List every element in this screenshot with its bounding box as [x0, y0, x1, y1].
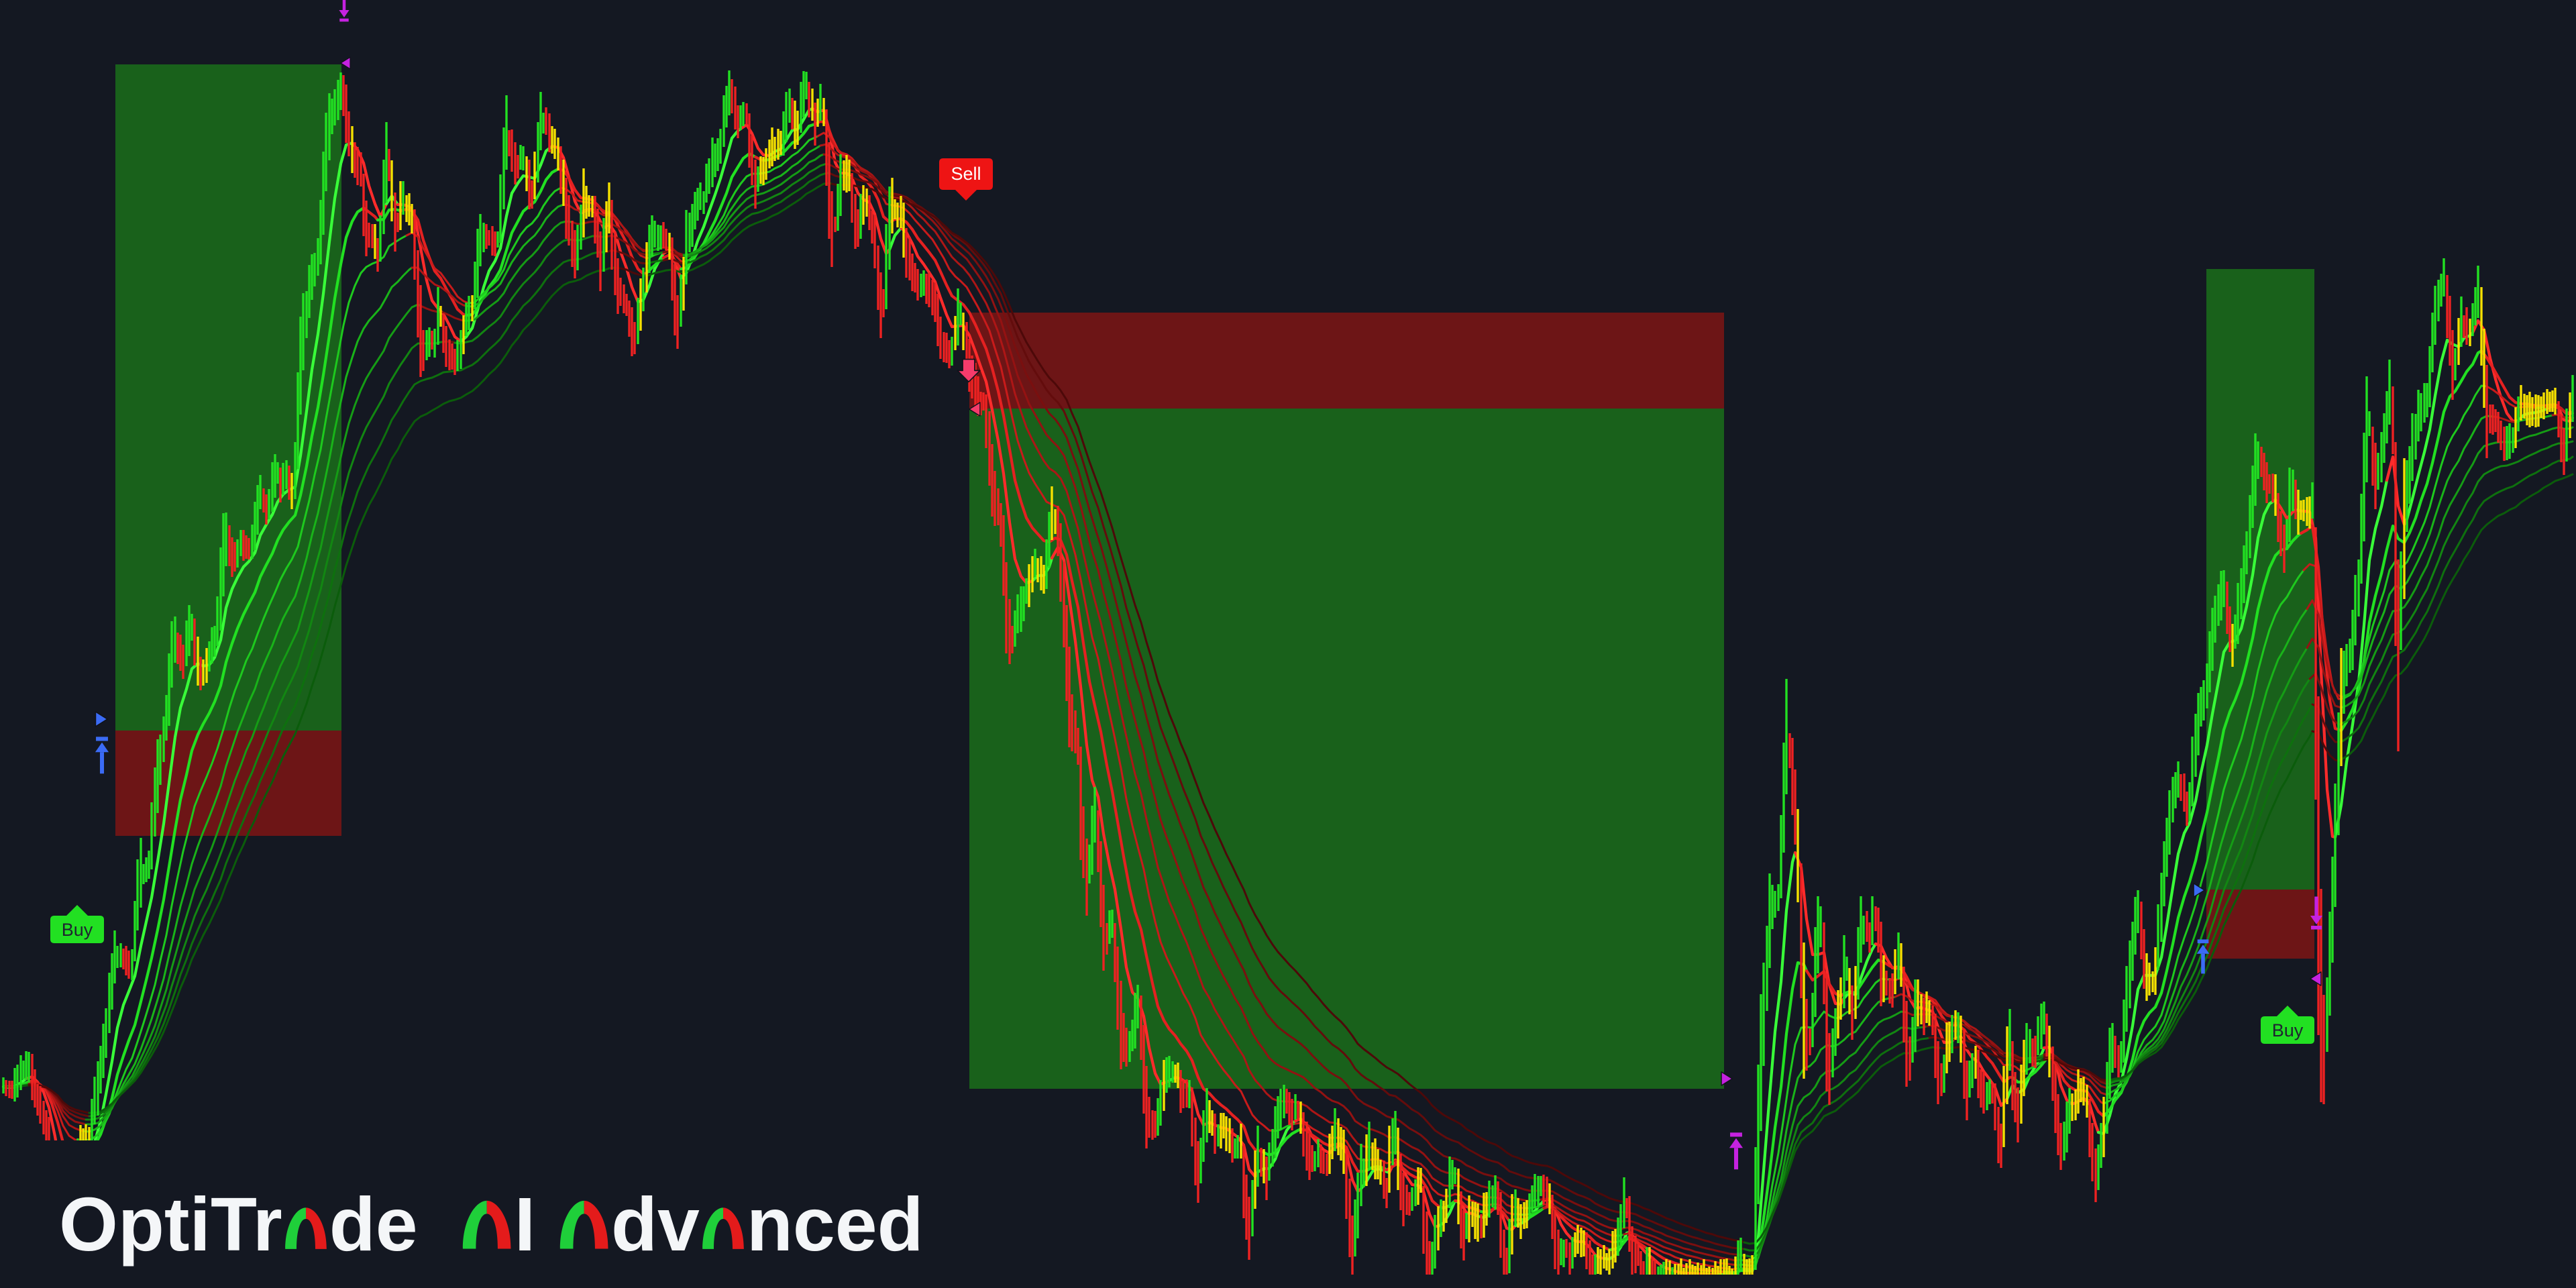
- svg-text:Sell: Sell: [951, 164, 981, 184]
- svg-text:Buy: Buy: [2272, 1020, 2304, 1040]
- svg-text:Buy: Buy: [62, 920, 93, 940]
